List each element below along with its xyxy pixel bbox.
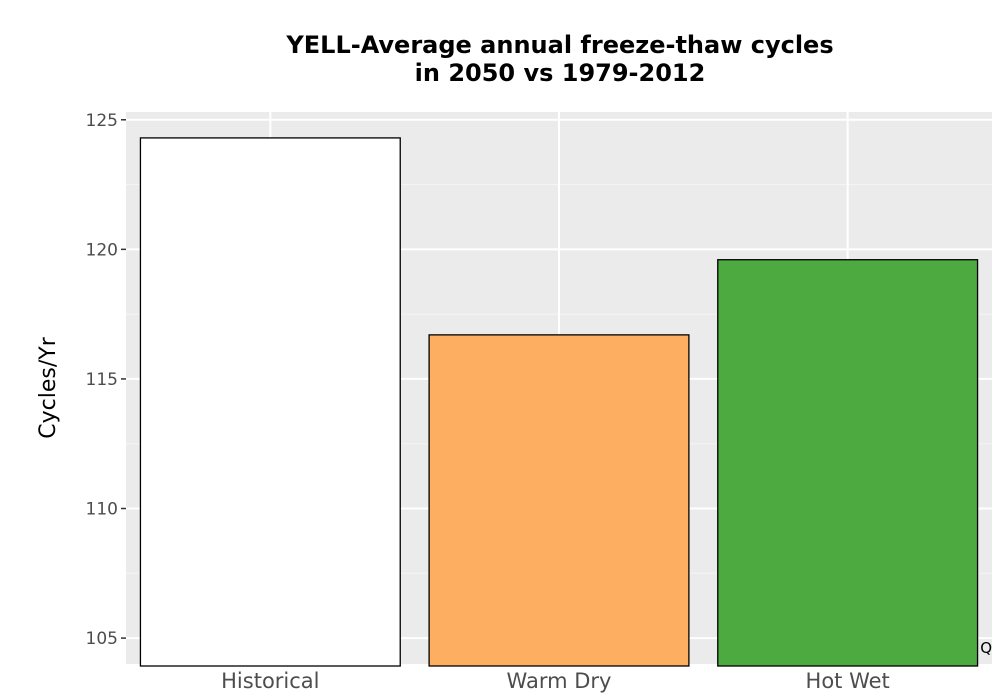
y-axis-label: Cycles/Yr bbox=[36, 336, 61, 438]
x-axis-ticks: Historical Warm Dry Hot Wet bbox=[221, 669, 890, 693]
y-tick-label: 125 bbox=[86, 111, 118, 131]
x-tick-label: Warm Dry bbox=[507, 669, 612, 693]
chart-title-line-1: YELL-Average annual freeze-thaw cycles bbox=[286, 31, 834, 59]
bar-hot-wet bbox=[717, 259, 979, 667]
x-tick-label: Hot Wet bbox=[806, 669, 890, 693]
chart-title: YELL-Average annual freeze-thaw cycles i… bbox=[128, 31, 992, 87]
y-tick-label: 105 bbox=[86, 629, 118, 649]
chart-title-line-2: in 2050 vs 1979-2012 bbox=[414, 59, 706, 87]
x-tick-label: Historical bbox=[221, 669, 319, 693]
corner-label: Q bbox=[980, 639, 992, 657]
y-tick-label: 120 bbox=[86, 240, 118, 260]
y-tick-label: 110 bbox=[86, 500, 118, 520]
bar-historical bbox=[139, 137, 401, 667]
y-tick-label: 115 bbox=[86, 370, 118, 390]
bar-warm-dry bbox=[428, 334, 690, 667]
bars bbox=[139, 137, 979, 667]
y-axis-ticks: 105 110 115 120 125 bbox=[86, 111, 126, 649]
